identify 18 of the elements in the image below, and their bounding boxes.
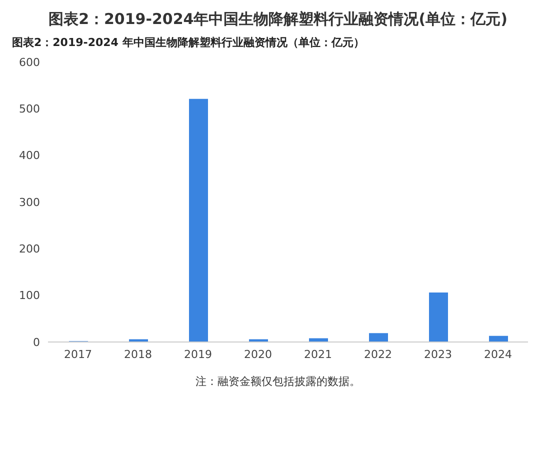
x-tick-label: 2019 — [184, 348, 212, 361]
y-tick-label: 200 — [19, 242, 40, 256]
y-tick-label: 300 — [19, 196, 40, 209]
chart-subtitle: 图表2：2019-2024 年中国生物降解塑料行业融资情况（单位：亿元） — [11, 35, 366, 50]
x-tick-label: 2017 — [64, 348, 92, 361]
y-tick-label: 100 — [19, 289, 40, 302]
y-tick-label: 400 — [19, 149, 40, 162]
x-tick-label: 2018 — [124, 348, 152, 361]
y-tick-label: 500 — [19, 102, 40, 116]
x-tick-label: 2024 — [484, 348, 512, 361]
x-tick-label: 2021 — [304, 348, 332, 361]
chart-title: 图表2：2019-2024年中国生物降解塑料行业融资情况(单位：亿元) — [48, 9, 508, 29]
y-tick-label: 600 — [19, 56, 40, 69]
text: 注：融资金额仅包括披露的数据。 — [194, 374, 362, 389]
x-tick-label: 2022 — [364, 348, 392, 361]
x-tick-label: 2023 — [424, 348, 452, 361]
x-tick-label: 2020 — [244, 348, 272, 361]
y-tick-label: 0 — [33, 336, 40, 349]
